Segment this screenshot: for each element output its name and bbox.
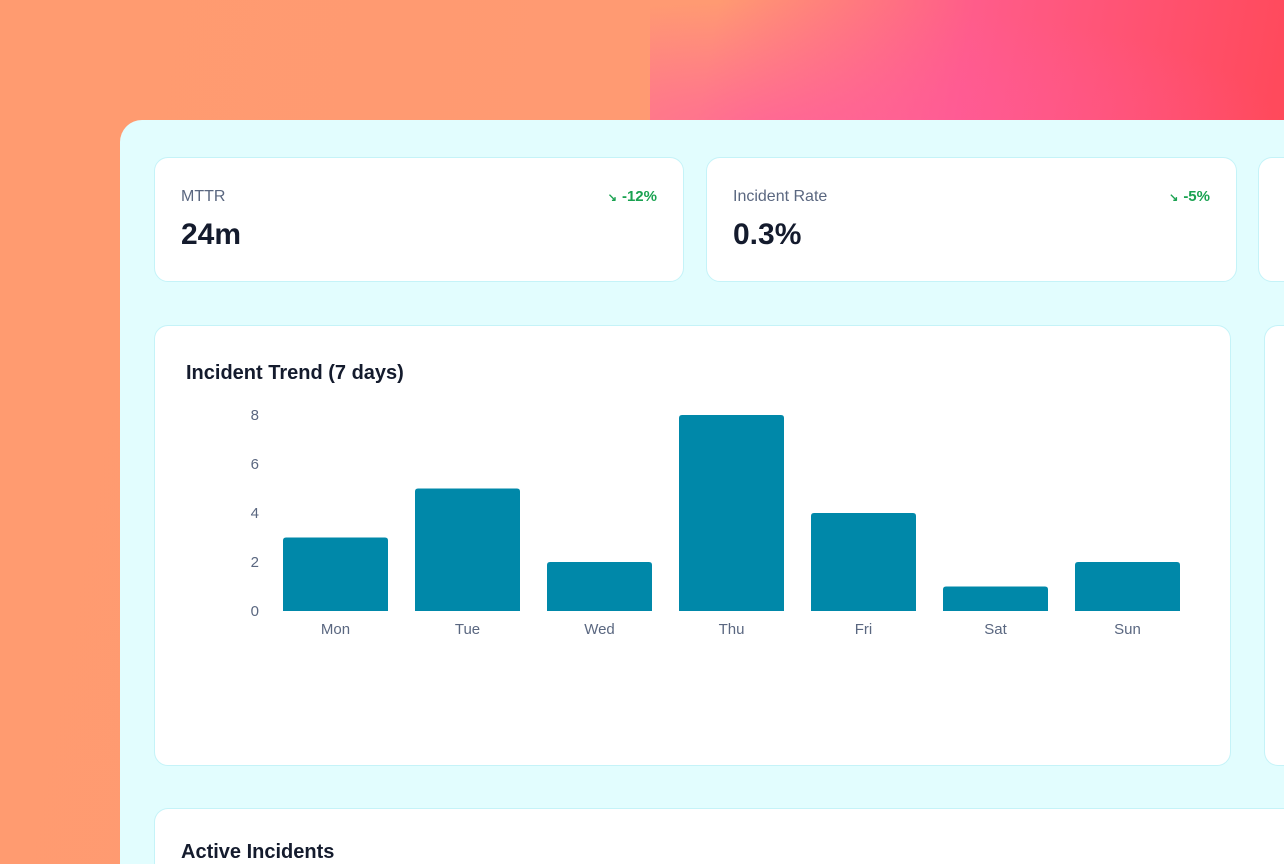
bar-wed [547,562,652,611]
y-tick-label: 8 [251,407,259,424]
stat-change: ↘ -12% [608,188,657,205]
stat-change-value: -12% [621,188,657,205]
y-tick-label: 0 [251,603,259,620]
x-tick-label: Mon [321,621,350,638]
y-tick-label: 4 [251,505,259,522]
y-tick-label: 6 [251,456,259,473]
stat-card-mttr: MTTR 24m ↘ -12% [154,157,684,282]
active-incidents-title: Active Incidents [181,841,335,863]
x-tick-label: Thu [719,621,745,638]
chart-title: Incident Trend (7 days) [186,362,404,384]
stat-label: MTTR [181,188,226,205]
incident-trend-chart: 0 2 4 6 8 Mon Tue Wed Thu Fri Sat Sun [251,407,1180,638]
bar-thu [679,415,784,611]
stat-value: 0.3% [733,218,802,251]
stat-change: ↘ -5% [1169,188,1210,205]
bar-fri [811,513,916,611]
x-tick-label: Tue [455,621,480,638]
x-tick-label: Wed [584,621,615,638]
bar-mon [283,537,388,611]
x-tick-label: Sat [984,621,1007,638]
stat-change-value: -5% [1183,188,1210,205]
stat-value: 24m [181,218,242,251]
x-tick-label: Sun [1114,621,1141,638]
trend-down-icon: ↘ [607,192,617,204]
y-tick-label: 2 [251,554,259,571]
stat-card-partial [1258,157,1284,282]
stat-card-incident-rate: Incident Rate 0.3% ↘ -5% [706,157,1237,282]
side-card-partial [1264,325,1284,766]
trend-down-icon: ↘ [1169,192,1179,204]
bar-tue [415,488,520,611]
incident-trend-card: Incident Trend (7 days) 0 2 4 6 8 Mon Tue Wed Th… [154,325,1231,766]
active-incidents-card: Active Incidents [154,808,1284,864]
stat-label: Incident Rate [733,188,828,205]
bar-sat [943,586,1048,611]
x-tick-label: Fri [855,621,873,638]
bar-sun [1075,562,1180,611]
background-glow [650,0,1284,140]
